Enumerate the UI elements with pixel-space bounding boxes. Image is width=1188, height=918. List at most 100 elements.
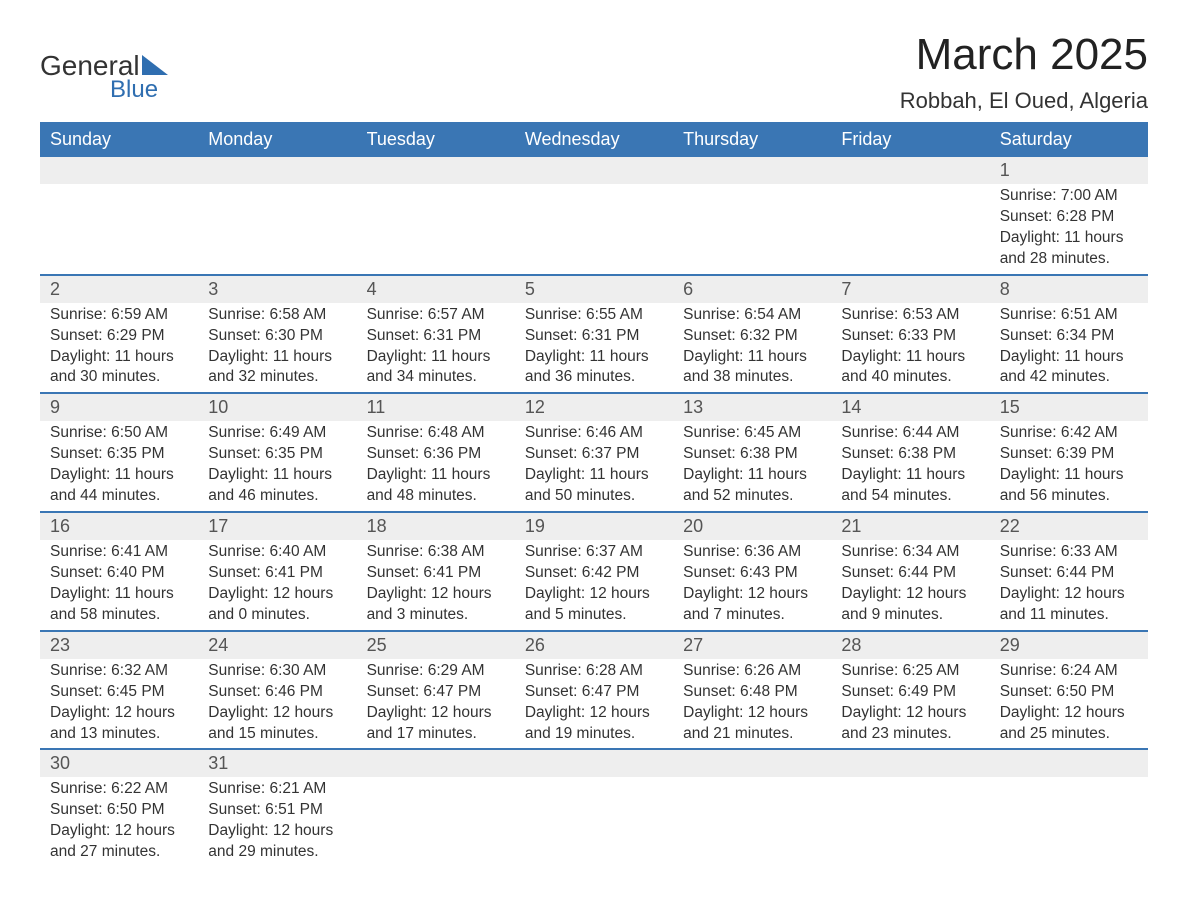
sunrise-text: Sunrise: 6:45 AM — [683, 423, 821, 444]
day-number-cell: 20 — [673, 512, 831, 540]
sunset-text: Sunset: 6:36 PM — [367, 444, 505, 465]
day-number-cell: 30 — [40, 749, 198, 777]
sunrise-text: Sunrise: 6:58 AM — [208, 305, 346, 326]
day-detail-cell: Sunrise: 6:55 AMSunset: 6:31 PMDaylight:… — [515, 303, 673, 394]
daylight-text: Daylight: 11 hours and 30 minutes. — [50, 347, 188, 389]
sunrise-text: Sunrise: 6:29 AM — [367, 661, 505, 682]
sunrise-text: Sunrise: 6:49 AM — [208, 423, 346, 444]
day-number-cell: 18 — [357, 512, 515, 540]
sunset-text: Sunset: 6:46 PM — [208, 682, 346, 703]
daylight-text: Daylight: 12 hours and 3 minutes. — [367, 584, 505, 626]
sunset-text: Sunset: 6:38 PM — [841, 444, 979, 465]
calendar-body: 1Sunrise: 7:00 AMSunset: 6:28 PMDaylight… — [40, 157, 1148, 867]
day-number-row: 9101112131415 — [40, 393, 1148, 421]
dayhead-fri: Friday — [831, 122, 989, 157]
sunrise-text: Sunrise: 6:32 AM — [50, 661, 188, 682]
sunrise-text: Sunrise: 6:33 AM — [1000, 542, 1138, 563]
daylight-text: Daylight: 12 hours and 21 minutes. — [683, 703, 821, 745]
sunrise-text: Sunrise: 6:50 AM — [50, 423, 188, 444]
daylight-text: Daylight: 11 hours and 46 minutes. — [208, 465, 346, 507]
day-detail-cell — [40, 184, 198, 275]
day-detail-cell: Sunrise: 6:34 AMSunset: 6:44 PMDaylight:… — [831, 540, 989, 631]
day-detail-cell: Sunrise: 6:44 AMSunset: 6:38 PMDaylight:… — [831, 421, 989, 512]
day-number-cell: 1 — [990, 157, 1148, 184]
day-detail-cell: Sunrise: 6:49 AMSunset: 6:35 PMDaylight:… — [198, 421, 356, 512]
day-number-cell — [831, 749, 989, 777]
sunrise-text: Sunrise: 6:36 AM — [683, 542, 821, 563]
day-number-cell — [515, 157, 673, 184]
day-detail-cell: Sunrise: 6:21 AMSunset: 6:51 PMDaylight:… — [198, 777, 356, 867]
daylight-text: Daylight: 12 hours and 29 minutes. — [208, 821, 346, 863]
sunrise-text: Sunrise: 6:37 AM — [525, 542, 663, 563]
day-number-cell: 6 — [673, 275, 831, 303]
daylight-text: Daylight: 12 hours and 5 minutes. — [525, 584, 663, 626]
daylight-text: Daylight: 12 hours and 17 minutes. — [367, 703, 505, 745]
day-detail-cell — [673, 184, 831, 275]
day-detail-cell: Sunrise: 6:41 AMSunset: 6:40 PMDaylight:… — [40, 540, 198, 631]
day-number-cell: 23 — [40, 631, 198, 659]
daylight-text: Daylight: 11 hours and 36 minutes. — [525, 347, 663, 389]
day-detail-cell: Sunrise: 6:59 AMSunset: 6:29 PMDaylight:… — [40, 303, 198, 394]
sunrise-text: Sunrise: 6:30 AM — [208, 661, 346, 682]
day-detail-cell — [831, 777, 989, 867]
daylight-text: Daylight: 11 hours and 54 minutes. — [841, 465, 979, 507]
dayhead-sat: Saturday — [990, 122, 1148, 157]
day-detail-cell: Sunrise: 6:50 AMSunset: 6:35 PMDaylight:… — [40, 421, 198, 512]
daylight-text: Daylight: 12 hours and 27 minutes. — [50, 821, 188, 863]
day-detail-cell: Sunrise: 6:54 AMSunset: 6:32 PMDaylight:… — [673, 303, 831, 394]
sunset-text: Sunset: 6:41 PM — [208, 563, 346, 584]
header: General Blue March 2025 Robbah, El Oued,… — [40, 30, 1148, 114]
calendar-table: Sunday Monday Tuesday Wednesday Thursday… — [40, 122, 1148, 867]
day-detail-row: Sunrise: 6:50 AMSunset: 6:35 PMDaylight:… — [40, 421, 1148, 512]
day-detail-cell: Sunrise: 7:00 AMSunset: 6:28 PMDaylight:… — [990, 184, 1148, 275]
location: Robbah, El Oued, Algeria — [900, 88, 1148, 114]
sunset-text: Sunset: 6:47 PM — [367, 682, 505, 703]
sunset-text: Sunset: 6:28 PM — [1000, 207, 1138, 228]
sunset-text: Sunset: 6:35 PM — [208, 444, 346, 465]
day-number-row: 3031 — [40, 749, 1148, 777]
sunrise-text: Sunrise: 6:46 AM — [525, 423, 663, 444]
sunset-text: Sunset: 6:33 PM — [841, 326, 979, 347]
sunrise-text: Sunrise: 6:25 AM — [841, 661, 979, 682]
day-number-cell — [831, 157, 989, 184]
day-number-cell: 16 — [40, 512, 198, 540]
day-detail-cell: Sunrise: 6:51 AMSunset: 6:34 PMDaylight:… — [990, 303, 1148, 394]
day-number-cell: 17 — [198, 512, 356, 540]
day-detail-cell: Sunrise: 6:32 AMSunset: 6:45 PMDaylight:… — [40, 659, 198, 750]
day-number-cell: 15 — [990, 393, 1148, 421]
day-number-cell: 3 — [198, 275, 356, 303]
day-detail-cell: Sunrise: 6:22 AMSunset: 6:50 PMDaylight:… — [40, 777, 198, 867]
daylight-text: Daylight: 11 hours and 52 minutes. — [683, 465, 821, 507]
day-detail-cell: Sunrise: 6:25 AMSunset: 6:49 PMDaylight:… — [831, 659, 989, 750]
dayhead-sun: Sunday — [40, 122, 198, 157]
day-detail-cell: Sunrise: 6:53 AMSunset: 6:33 PMDaylight:… — [831, 303, 989, 394]
sunset-text: Sunset: 6:50 PM — [50, 800, 188, 821]
daylight-text: Daylight: 12 hours and 25 minutes. — [1000, 703, 1138, 745]
day-detail-cell: Sunrise: 6:29 AMSunset: 6:47 PMDaylight:… — [357, 659, 515, 750]
sunrise-text: Sunrise: 6:34 AM — [841, 542, 979, 563]
sunset-text: Sunset: 6:41 PM — [367, 563, 505, 584]
day-number-cell: 19 — [515, 512, 673, 540]
day-detail-cell — [357, 777, 515, 867]
sunrise-text: Sunrise: 6:53 AM — [841, 305, 979, 326]
day-detail-cell: Sunrise: 6:48 AMSunset: 6:36 PMDaylight:… — [357, 421, 515, 512]
day-number-cell: 13 — [673, 393, 831, 421]
day-detail-row: Sunrise: 6:32 AMSunset: 6:45 PMDaylight:… — [40, 659, 1148, 750]
day-detail-cell: Sunrise: 6:45 AMSunset: 6:38 PMDaylight:… — [673, 421, 831, 512]
daylight-text: Daylight: 12 hours and 13 minutes. — [50, 703, 188, 745]
day-number-row: 23242526272829 — [40, 631, 1148, 659]
day-detail-cell — [357, 184, 515, 275]
logo: General Blue — [40, 50, 168, 104]
daylight-text: Daylight: 11 hours and 50 minutes. — [525, 465, 663, 507]
sunset-text: Sunset: 6:29 PM — [50, 326, 188, 347]
sunset-text: Sunset: 6:47 PM — [525, 682, 663, 703]
daylight-text: Daylight: 11 hours and 32 minutes. — [208, 347, 346, 389]
day-number-cell: 14 — [831, 393, 989, 421]
day-number-cell: 27 — [673, 631, 831, 659]
day-detail-cell: Sunrise: 6:42 AMSunset: 6:39 PMDaylight:… — [990, 421, 1148, 512]
sunset-text: Sunset: 6:43 PM — [683, 563, 821, 584]
day-detail-row: Sunrise: 6:22 AMSunset: 6:50 PMDaylight:… — [40, 777, 1148, 867]
sunset-text: Sunset: 6:49 PM — [841, 682, 979, 703]
day-header-row: Sunday Monday Tuesday Wednesday Thursday… — [40, 122, 1148, 157]
sunrise-text: Sunrise: 6:51 AM — [1000, 305, 1138, 326]
